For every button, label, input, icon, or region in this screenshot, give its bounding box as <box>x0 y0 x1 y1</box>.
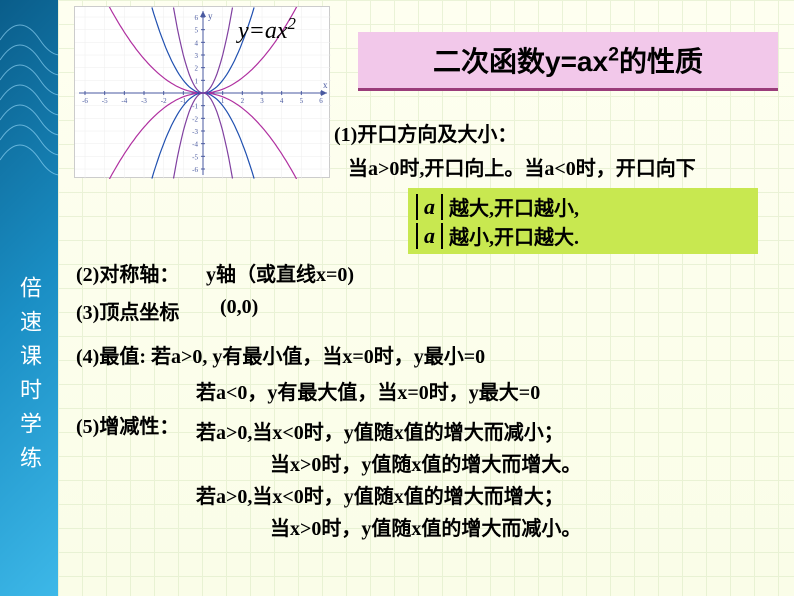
svg-text:-6: -6 <box>82 97 88 105</box>
section-4a: 若a<0，y有最大值，当x=0时，y最大=0 <box>196 376 540 405</box>
section-3-val: (0,0) <box>220 296 258 319</box>
svg-text:2: 2 <box>195 65 199 73</box>
section-5a: 若a>0,当x<0时，y值随x值的增大而减小； <box>196 416 564 445</box>
section-1-detail: 当a>0时,开口向上。当a<0时，开口向下 <box>348 152 696 181</box>
svg-text:6: 6 <box>319 97 323 105</box>
sidebar: 倍速课时学练 <box>0 0 58 596</box>
svg-text:-6: -6 <box>192 166 198 174</box>
hb1-text: 越大,开口越小, <box>449 192 579 221</box>
title-prefix: 二次函数y=ax <box>433 46 608 77</box>
section-5d: 当x>0时，y值随x值的增大而减小。 <box>270 512 581 541</box>
svg-text:-3: -3 <box>192 128 198 136</box>
highlight-box: a 越大,开口越小, a 越小,开口越大. <box>408 188 758 254</box>
highlight-row-2: a 越小,开口越大. <box>416 221 750 250</box>
svg-text:-3: -3 <box>141 97 147 105</box>
svg-text:-5: -5 <box>102 97 108 105</box>
svg-text:x: x <box>323 80 328 90</box>
section-1: (1)开口方向及大小： <box>334 118 517 147</box>
svg-text:2: 2 <box>241 97 245 105</box>
formula-exp: 2 <box>288 14 296 33</box>
section-5b: 当x>0时，y值随x值的增大而增大。 <box>270 448 581 477</box>
section-3: (3)顶点坐标 <box>76 296 179 325</box>
svg-text:3: 3 <box>195 52 199 60</box>
highlight-row-1: a 越大,开口越小, <box>416 192 750 221</box>
abs-a-1: a <box>416 194 443 220</box>
sidebar-title: 倍速课时学练 <box>13 276 45 480</box>
svg-text:4: 4 <box>280 97 284 105</box>
svg-text:3: 3 <box>260 97 264 105</box>
svg-text:-4: -4 <box>121 97 127 105</box>
section-5: (5)增减性： <box>76 410 179 439</box>
svg-text:-2: -2 <box>192 115 198 123</box>
svg-text:5: 5 <box>195 27 199 35</box>
main-content: -6-5-4-3-2-1123456-6-5-4-3-2-1123456xy y… <box>58 0 794 596</box>
svg-text:1: 1 <box>195 77 199 85</box>
title-exp: 2 <box>608 44 619 66</box>
formula-label: y=ax2 <box>238 14 296 45</box>
svg-text:-5: -5 <box>192 153 198 161</box>
svg-text:-2: -2 <box>161 97 167 105</box>
svg-text:4: 4 <box>195 39 199 47</box>
title-suffix: 的性质 <box>619 46 703 77</box>
hb2-text: 越小,开口越大. <box>449 221 579 250</box>
svg-text:-4: -4 <box>192 141 198 149</box>
page-title: 二次函数y=ax2的性质 <box>358 32 778 91</box>
section-2: (2)对称轴： <box>76 258 179 287</box>
section-5c: 若a>0,当x<0时，y值随x值的增大而增大； <box>196 480 564 509</box>
svg-text:y: y <box>208 11 213 21</box>
wave-decoration-icon <box>0 0 58 200</box>
formula-text: y=ax <box>238 18 288 44</box>
section-4: (4)最值: 若a>0, y有最小值，当x=0时，y最小=0 <box>76 340 485 369</box>
section-2-val: y轴（或直线x=0) <box>206 258 354 287</box>
abs-a-2: a <box>416 223 443 249</box>
svg-text:5: 5 <box>300 97 304 105</box>
svg-text:6: 6 <box>195 14 199 22</box>
